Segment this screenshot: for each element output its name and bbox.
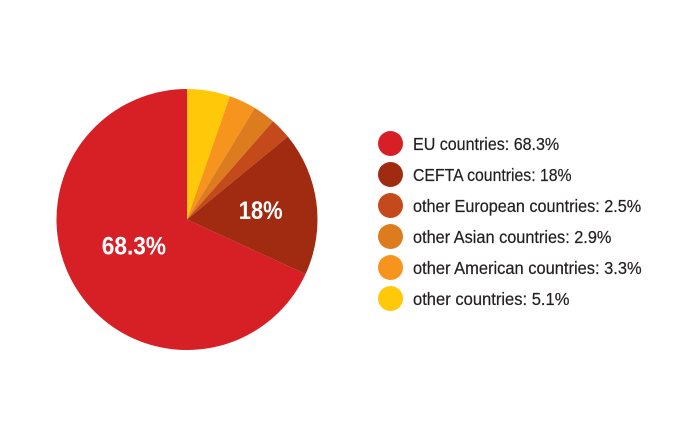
svg-text:18%: 18%: [239, 197, 283, 225]
svg-text:68.3%: 68.3%: [102, 233, 166, 261]
